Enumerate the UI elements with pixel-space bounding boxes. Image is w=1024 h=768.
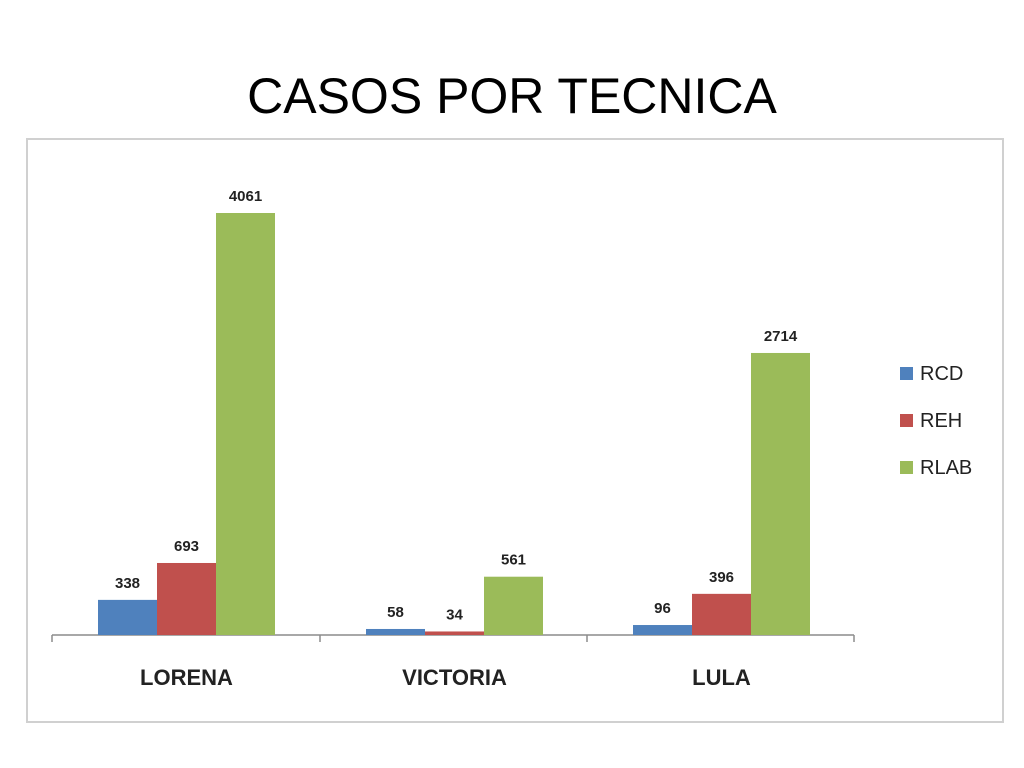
data-label-rlab-victoria: 561 <box>501 552 526 569</box>
data-label-reh-lorena: 693 <box>174 538 199 555</box>
bar-rlab-victoria <box>484 576 543 635</box>
chart-frame: 338 693 4061 LORENA 58 34 561 VICTORIA 96 396 2714… <box>26 138 1004 723</box>
bar-rcd-victoria <box>366 628 425 635</box>
bar-rcd-lorena <box>98 599 157 635</box>
legend-label-rcd: RCD <box>920 363 963 385</box>
bar-reh-lula <box>692 593 751 635</box>
legend-swatch-rlab <box>900 461 913 474</box>
bar-rlab-lorena <box>216 213 275 635</box>
bar-reh-victoria <box>425 631 484 635</box>
x-tick-label-victoria: VICTORIA <box>402 665 507 690</box>
data-label-rcd-lula: 96 <box>654 600 671 617</box>
legend-label-reh: REH <box>920 410 962 432</box>
legend-swatch-reh <box>900 414 913 427</box>
data-label-reh-victoria: 34 <box>446 606 463 623</box>
bar-reh-lorena <box>157 562 216 635</box>
legend-swatch-rcd <box>900 367 913 380</box>
data-label-rcd-victoria: 58 <box>387 604 404 621</box>
legend-label-rlab: RLAB <box>920 457 972 479</box>
bar-rcd-lula <box>633 625 692 635</box>
bar-chart: 338 693 4061 LORENA 58 34 561 VICTORIA 96 396 2714… <box>51 188 972 690</box>
bar-rlab-lula <box>751 352 810 635</box>
data-label-reh-lula: 396 <box>709 569 734 586</box>
data-label-rlab-lula: 2714 <box>764 328 798 345</box>
data-label-rlab-lorena: 4061 <box>229 188 262 205</box>
x-tick-label-lorena: LORENA <box>140 665 233 690</box>
slide-title: CASOS POR TECNICA <box>247 68 777 124</box>
data-label-rcd-lorena: 338 <box>115 575 140 592</box>
x-tick-label-lula: LULA <box>692 665 751 690</box>
